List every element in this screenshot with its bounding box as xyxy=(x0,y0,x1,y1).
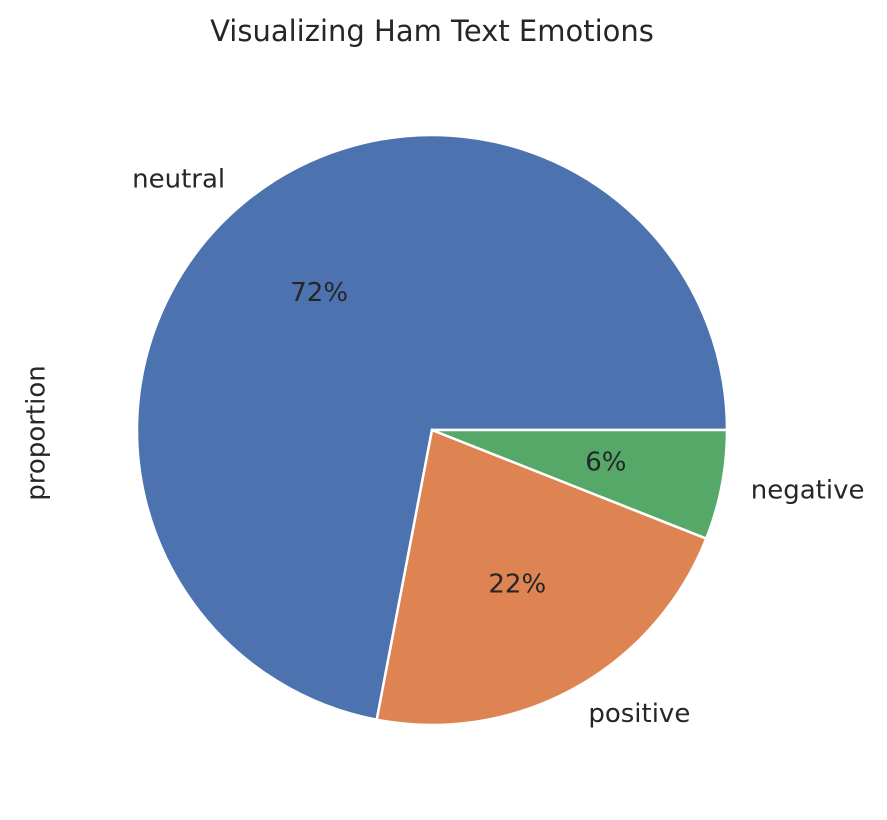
pie-wedge xyxy=(431,428,729,541)
percent-label: 22% xyxy=(488,570,546,600)
slice-label: neutral xyxy=(132,164,225,194)
slice-label: positive xyxy=(588,699,690,729)
pie-wedge xyxy=(135,133,729,722)
percent-label: 72% xyxy=(290,278,348,308)
percent-label: 6% xyxy=(585,448,626,478)
pie-wedge xyxy=(375,428,708,727)
slice-label: negative xyxy=(751,475,865,505)
y-axis-label: proportion xyxy=(22,365,52,500)
chart-title: Visualizing Ham Text Emotions xyxy=(210,14,654,48)
